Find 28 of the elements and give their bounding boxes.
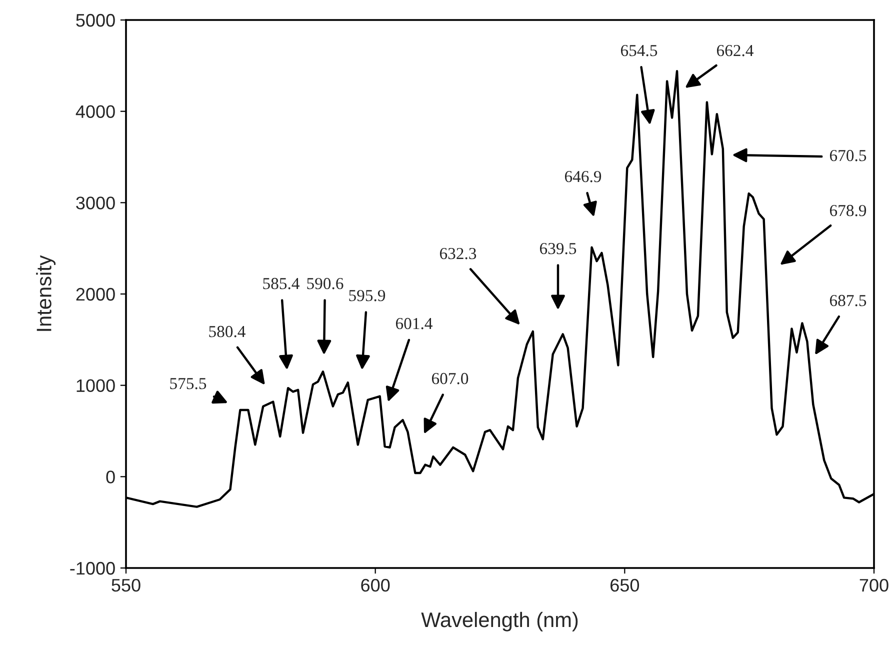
annotation: 687.5 xyxy=(830,294,866,306)
annotation: 639.5 xyxy=(540,242,576,254)
annotation: 670.5 xyxy=(830,150,866,162)
annotation: 590.6 xyxy=(307,278,344,290)
y-tick-label: 0 xyxy=(106,470,115,484)
x-tick-label: 550 xyxy=(112,578,140,592)
annotation: 575.5 xyxy=(170,378,206,390)
annotation: 595.9 xyxy=(349,290,386,302)
annotation: 678.9 xyxy=(830,204,866,216)
y-tick-label: 3000 xyxy=(76,196,115,210)
annotation: 632.3 xyxy=(440,248,476,260)
y-axis-title: Intensity xyxy=(36,255,56,331)
y-tick-label: -1000 xyxy=(70,562,115,575)
annotation: 601.4 xyxy=(396,318,432,330)
annotation: 662.4 xyxy=(716,44,754,56)
annotation: 580.4 xyxy=(209,326,246,338)
x-tick-label: 650 xyxy=(610,578,640,592)
y-tick-label: 5000 xyxy=(76,14,115,27)
x-tick-label: 700 xyxy=(860,578,888,592)
x-axis-title: Wavelength (nm) xyxy=(421,612,578,632)
annotation: 646.9 xyxy=(564,170,602,182)
annotation: 585.4 xyxy=(263,278,300,290)
y-tick-label: 1000 xyxy=(76,379,115,392)
annotation: 654.5 xyxy=(620,44,658,56)
y-tick-label: 2000 xyxy=(76,288,115,301)
x-tick-label: 600 xyxy=(361,578,390,592)
annotation: 607.0 xyxy=(432,372,468,384)
y-tick-label: 4000 xyxy=(76,105,115,118)
